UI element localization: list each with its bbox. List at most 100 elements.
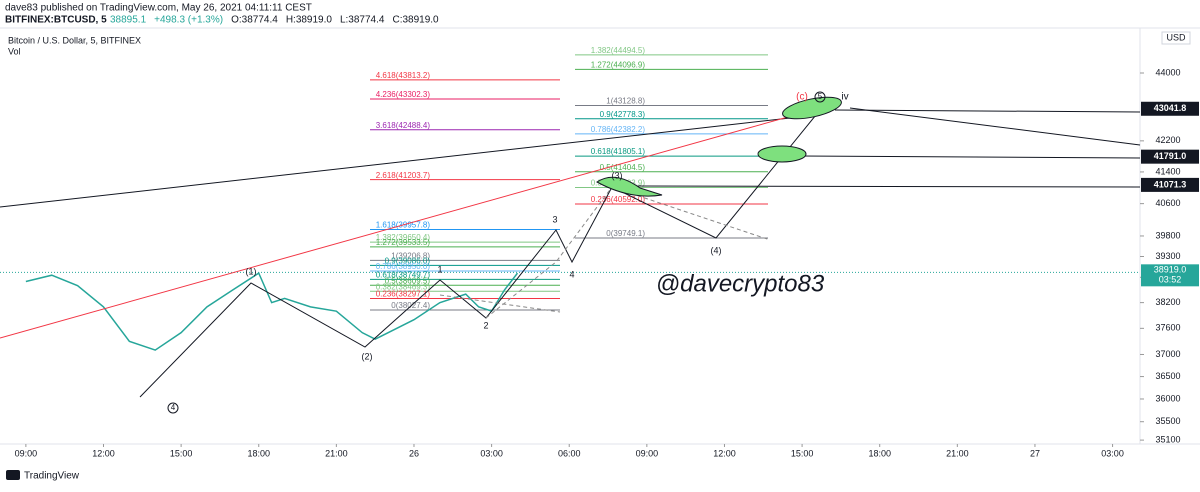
currency[interactable]: USD (1166, 32, 1186, 42)
price-line (25, 272, 519, 351)
fib-label: 4.618(43813.2) (376, 71, 431, 80)
chart-title: Bitcoin / U.S. Dollar, 5, BITFINEX (8, 35, 141, 45)
fib-label: 0.618(38749.7) (376, 271, 431, 280)
x-tick-label: 18:00 (868, 448, 891, 458)
wave-label: 2 (483, 320, 488, 330)
fib-label: 1(43128.8) (606, 97, 645, 106)
fib-label: 0.382(38469.3) (376, 282, 431, 291)
x-tick-label: 03:00 (1101, 448, 1124, 458)
fib-label: 0.5(38609.5) (385, 276, 431, 285)
wave-label: 4 (569, 269, 574, 279)
y-tick-label: 39300 (1155, 251, 1180, 261)
fib-label: 0.786(38950.0) (376, 262, 431, 271)
quote-item: C:38919.0 (392, 15, 439, 26)
y-tick-label: 35500 (1155, 416, 1180, 426)
fib-label: 2.618(41203.7) (376, 171, 431, 180)
wave-label: (1) (246, 266, 257, 276)
x-tick-label: 03:00 (480, 448, 503, 458)
wave-label: (2) (362, 351, 373, 361)
fib-label: 1.272(44096.9) (591, 61, 646, 70)
wave-label: iv (841, 92, 848, 103)
fib-label: 0(39749.1) (606, 229, 645, 238)
wave-circle (167, 402, 179, 414)
level-line (834, 109, 1141, 113)
y-tick-label: 37000 (1155, 349, 1180, 359)
fib-label: 1.382(39650.4) (376, 233, 431, 242)
quote-line: BITFINEX:BTCUSD, 5 38895.1 +498.3 (+1.3%)… (5, 15, 439, 26)
level-line (629, 185, 1141, 188)
fib-label: 4.236(43302.3) (376, 90, 431, 99)
quote-item: L:38774.4 (340, 15, 385, 26)
price-marker-label: 43041.8 (1154, 103, 1187, 113)
wave-label: 5 (818, 92, 823, 101)
x-tick-label: 21:00 (946, 448, 969, 458)
level-line (799, 155, 1141, 159)
price-marker-box (1141, 149, 1199, 164)
fib-label: 0.236(38297.1) (376, 290, 431, 299)
chart-layer: 4400042200414004060039800393003880038200… (0, 46, 1181, 458)
x-tick-label: 27 (1030, 448, 1040, 458)
price-marker-label: 41071.3 (1154, 179, 1187, 189)
y-tick-label: 36500 (1155, 371, 1180, 381)
price-marker-box (1141, 101, 1199, 116)
publisher: dave83 published on TradingView.com, May… (5, 3, 312, 14)
fib-label: 1(39206.8) (391, 251, 430, 260)
quote-item: 38895.1 (110, 15, 147, 26)
fib-label: 1.272(39533.5) (376, 238, 431, 247)
price-marker-box (1141, 177, 1199, 192)
symbol: BITFINEX:BTCUSD, 5 (5, 15, 107, 26)
x-tick-label: 12:00 (92, 448, 115, 458)
x-tick-label: 15:00 (791, 448, 814, 458)
fib-label: 0.618(41805.1) (591, 147, 646, 156)
wave-label: 4 (171, 403, 176, 412)
wave-label: (c) (796, 92, 808, 103)
y-tick-label: 39800 (1155, 230, 1180, 240)
fib-label: 0.5(41404.5) (600, 163, 646, 172)
y-tick-label: 36000 (1155, 393, 1180, 403)
fib-label: 0.9(39086.0) (385, 256, 431, 265)
wave-path (139, 109, 821, 398)
fib-label: 1.382(44494.5) (591, 46, 646, 55)
last-price-time: 03:52 (1159, 275, 1182, 285)
x-tick-label: 09:00 (15, 448, 38, 458)
price-marker-label: 41791.0 (1154, 151, 1187, 161)
currency-button[interactable] (1161, 31, 1191, 45)
y-tick-label: 42200 (1155, 135, 1180, 145)
trend-line (0, 117, 791, 208)
trend-line (849, 107, 1141, 146)
y-tick-label: 38200 (1155, 297, 1180, 307)
fib-label: 0.786(42382.2) (591, 125, 646, 134)
wave-label: (3) (612, 170, 623, 180)
x-tick-label: 26 (409, 448, 419, 458)
last-price-label: 38919.0 (1154, 265, 1187, 275)
x-tick-label: 18:00 (247, 448, 270, 458)
trend-line (0, 114, 796, 339)
wave-label: 3 (552, 214, 557, 224)
x-tick-label: 09:00 (636, 448, 659, 458)
target-zone (757, 145, 807, 163)
y-tick-label: 44000 (1155, 67, 1180, 77)
watermark: @davecrypto83 (656, 270, 825, 297)
quote-item: O:38774.4 (231, 15, 278, 26)
wave-projection (485, 186, 771, 319)
wave-label: (4) (711, 245, 722, 255)
x-tick-label: 12:00 (713, 448, 736, 458)
x-tick-label: 21:00 (325, 448, 348, 458)
quote-item: +498.3 (+1.3%) (154, 15, 223, 26)
footer-brand: TradingView (24, 471, 80, 482)
fib-label: 0.9(42778.3) (600, 110, 646, 119)
y-tick-label: 40600 (1155, 198, 1180, 208)
wave-label: 1 (437, 264, 442, 274)
y-tick-label: 35100 (1155, 434, 1180, 444)
wave-circle (814, 91, 826, 103)
fib-label: 3.618(42488.4) (376, 121, 431, 130)
footer (0, 463, 1200, 487)
target-zone (782, 96, 842, 120)
logo (6, 470, 20, 480)
y-tick-label: 41400 (1155, 166, 1180, 176)
target-zone (596, 176, 663, 197)
x-tick-label: 06:00 (558, 448, 581, 458)
quote-item: H:38919.0 (286, 15, 333, 26)
